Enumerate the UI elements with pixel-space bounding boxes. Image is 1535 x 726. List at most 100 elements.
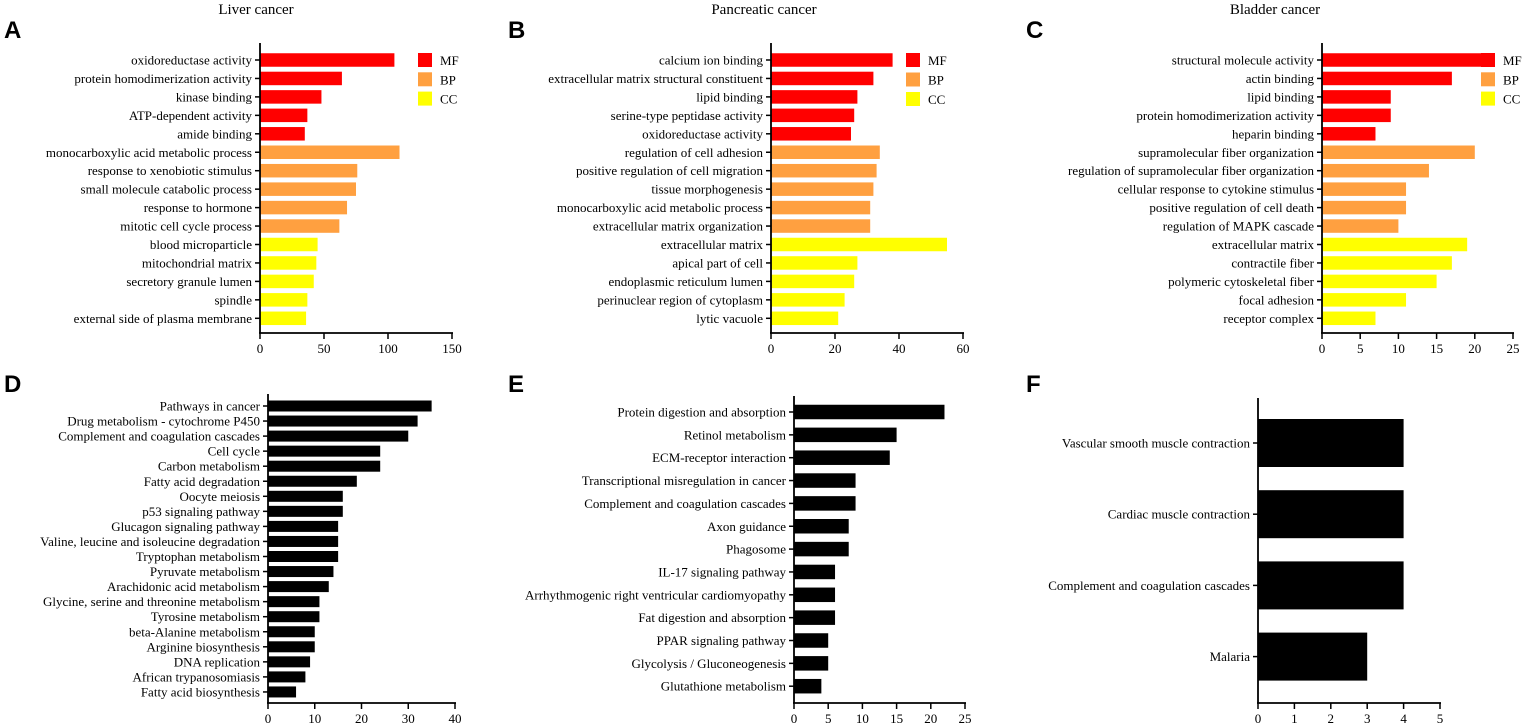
x-tick-label: 10 [308, 711, 321, 726]
bar [771, 182, 874, 196]
x-tick-label: 0 [257, 341, 264, 356]
bar [260, 274, 314, 289]
x-tick-label: 0 [1255, 711, 1262, 726]
legend-swatch [418, 53, 432, 67]
category-label: Transcriptional misregulation in cancer [582, 473, 787, 488]
legend-swatch [906, 72, 920, 87]
bar [794, 541, 849, 557]
bar [794, 587, 836, 603]
category-label: Valine, leucine and isoleucine degradati… [40, 534, 260, 549]
category-label: Axon guidance [707, 519, 786, 534]
category-label: Cell cycle [208, 444, 261, 459]
bar [771, 256, 858, 270]
category-label: regulation of cell adhesion [625, 145, 764, 160]
bar [260, 145, 400, 159]
category-label: Phagosome [726, 542, 786, 557]
bar [771, 237, 947, 252]
category-label: serine-type peptidase activity [611, 108, 764, 123]
category-label: African trypanosomiasis [133, 669, 260, 684]
legend-swatch [906, 53, 920, 67]
category-label: contractile fiber [1231, 255, 1314, 270]
category-label: Fatty acid degradation [144, 474, 261, 489]
legend-label: CC [440, 92, 457, 107]
chart-title: Liver cancer [218, 2, 293, 18]
category-label: monocarboxylic acid metabolic process [46, 145, 252, 160]
bar [771, 219, 871, 233]
category-label: monocarboxylic acid metabolic process [557, 200, 763, 215]
bar [794, 678, 822, 694]
category-label: Fatty acid biosynthesis [141, 684, 260, 699]
bar [260, 108, 308, 123]
legend-label: MF [928, 53, 947, 68]
category-label: supramolecular fiber organization [1138, 145, 1314, 160]
category-label: kinase binding [176, 89, 253, 104]
category-label: Arrhythmogenic right ventricular cardiom… [525, 587, 787, 602]
legend-swatch [418, 91, 432, 106]
category-label: lipid binding [1247, 89, 1314, 104]
category-label: Vascular smooth muscle contraction [1062, 436, 1251, 451]
category-label: Glycine, serine and threonine metabolism [43, 594, 260, 609]
bar [771, 200, 871, 215]
bar [794, 496, 856, 511]
category-label: Complement and coagulation cascades [58, 429, 260, 444]
x-tick-label: 3 [1364, 711, 1371, 726]
legend-swatch [1481, 53, 1495, 67]
category-label: secretory granule lumen [126, 274, 252, 289]
category-label: oxidoreductase activity [642, 126, 763, 141]
category-label: receptor complex [1223, 311, 1314, 326]
bar [1322, 293, 1407, 307]
bar [771, 71, 874, 86]
bar [260, 200, 348, 215]
category-label: Drug metabolism - cytochrome P450 [67, 414, 260, 429]
category-label: regulation of MAPK cascade [1163, 219, 1314, 234]
panel-letter: A [4, 17, 21, 44]
legend-label: BP [440, 72, 456, 87]
bar [771, 163, 877, 178]
category-label: Cardiac muscle contraction [1108, 507, 1251, 522]
bar [794, 610, 836, 625]
category-label: regulation of supramolecular fiber organ… [1068, 163, 1314, 178]
category-label: apical part of cell [672, 255, 763, 270]
category-label: endoplasmic reticulum lumen [608, 274, 763, 289]
bar [794, 564, 836, 580]
bar [268, 400, 432, 412]
legend-swatch [1481, 91, 1495, 106]
bar [268, 475, 357, 487]
bar [260, 182, 356, 196]
category-label: extracellular matrix structural constitu… [548, 71, 763, 86]
x-tick-label: 1 [1291, 711, 1298, 726]
x-tick-label: 40 [449, 711, 462, 726]
panel-a: A Liver cancer oxidoreductase activity prot… [4, 2, 462, 356]
category-label: extracellular matrix [661, 237, 764, 252]
x-tick-label: 60 [957, 341, 970, 356]
category-label: small molecule catabolic process [81, 182, 252, 197]
legend-swatch [906, 92, 920, 106]
category-label: Malaria [1210, 649, 1251, 664]
panel-b: B Pancreatic cancer calcium ion binding ext… [508, 2, 970, 356]
bar [268, 490, 343, 502]
bar [1258, 419, 1404, 467]
category-label: focal adhesion [1239, 292, 1315, 307]
x-tick-label: 2 [1328, 711, 1335, 726]
bar [268, 626, 315, 638]
category-label: Arginine biosynthesis [146, 639, 260, 654]
legend-label: BP [1503, 72, 1519, 87]
legend-label: BP [928, 73, 944, 88]
bar [1322, 108, 1391, 123]
chart-title: Bladder cancer [1230, 2, 1320, 18]
bar [260, 219, 340, 233]
bar [260, 53, 395, 67]
bar [268, 415, 418, 427]
category-label: mitochondrial matrix [142, 255, 253, 270]
bar [268, 430, 409, 442]
panel-letter: D [4, 371, 21, 398]
panel-letter: B [508, 17, 525, 44]
bar [268, 611, 320, 623]
bar [268, 686, 297, 698]
bar [771, 90, 858, 104]
category-label: cellular response to cytokine stimulus [1118, 182, 1314, 197]
category-label: lytic vacuole [696, 311, 763, 326]
bar [268, 641, 315, 653]
category-label: tissue morphogenesis [651, 182, 763, 197]
category-label: amide binding [177, 126, 252, 141]
